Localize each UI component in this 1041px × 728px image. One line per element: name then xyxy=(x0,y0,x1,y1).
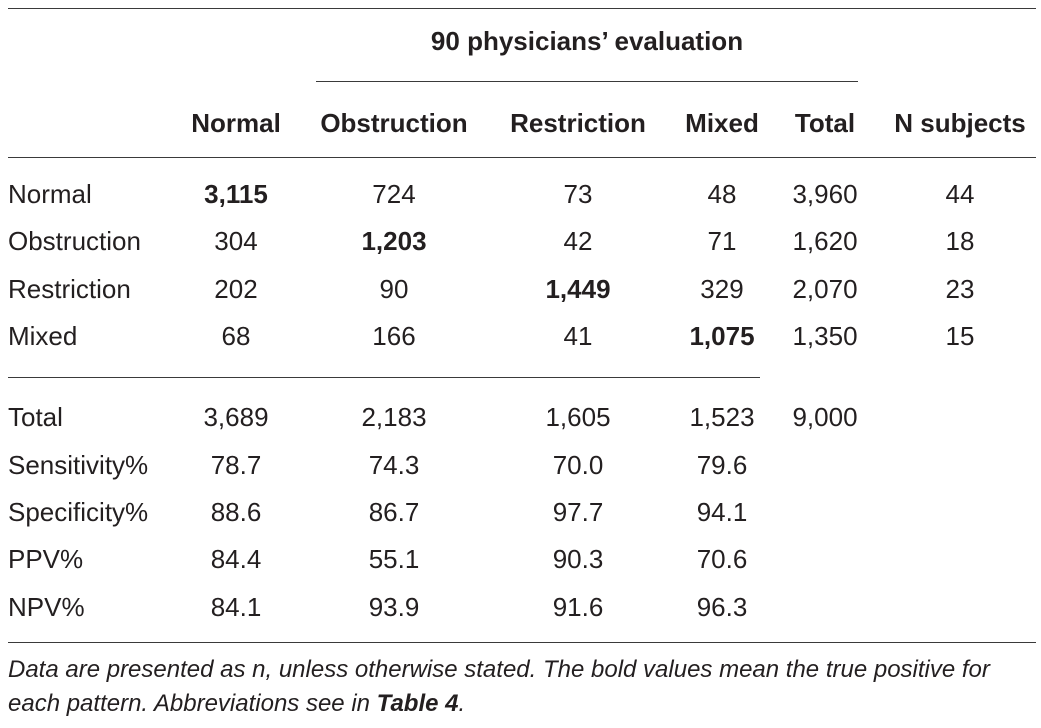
cell-value: 97.7 xyxy=(552,497,604,527)
cell-value: 23 xyxy=(945,274,975,304)
col-header-restriction: Restriction xyxy=(510,108,646,138)
table-footnote: Data are presented as n, unless otherwis… xyxy=(8,653,1038,721)
cell-value: 44 xyxy=(945,179,975,209)
cell-value: 1,605 xyxy=(545,402,611,432)
row-label-obstruction: Obstruction xyxy=(8,226,141,256)
cell-value: 724 xyxy=(372,179,416,209)
cell-value: 70.6 xyxy=(696,544,748,574)
row-label-sensitivity: Sensitivity% xyxy=(8,450,149,480)
footnote-text: Data are presented as n, unless otherwis… xyxy=(8,656,990,717)
group-header-rule xyxy=(316,81,858,82)
cell-value: 84.1 xyxy=(210,592,262,622)
cell-value: 90 xyxy=(379,274,409,304)
confusion-bottom-rule xyxy=(8,377,760,378)
cell-value: 202 xyxy=(214,274,258,304)
cell-value: 42 xyxy=(563,226,593,256)
cell-value: 78.7 xyxy=(210,450,262,480)
cell-value: 48 xyxy=(707,179,737,209)
cell-value: 2,070 xyxy=(792,274,858,304)
cell-value: 96.3 xyxy=(696,592,748,622)
cell-value: 329 xyxy=(700,274,744,304)
row-label-total: Total xyxy=(8,402,63,432)
cell-value: 304 xyxy=(214,226,258,256)
cell-value: 41 xyxy=(563,321,593,351)
cell-value: 84.4 xyxy=(210,544,262,574)
cell-value: 1,449 xyxy=(545,274,611,304)
cell-value: 71 xyxy=(707,226,737,256)
row-label-restriction: Restriction xyxy=(8,274,131,304)
top-rule xyxy=(8,8,1036,9)
cell-value: 166 xyxy=(372,321,416,351)
col-header-normal: Normal xyxy=(191,108,281,138)
footnote-end: . xyxy=(458,690,466,717)
col-header-n-subjects: N subjects xyxy=(894,108,1026,138)
group-header: 90 physicians’ evaluation xyxy=(430,26,744,56)
cell-value: 9,000 xyxy=(792,402,858,432)
cell-value: 1,350 xyxy=(792,321,858,351)
cell-value: 86.7 xyxy=(368,497,420,527)
row-label-npv: NPV% xyxy=(8,592,85,622)
cell-value: 74.3 xyxy=(368,450,420,480)
cell-value: 15 xyxy=(945,321,975,351)
col-header-mixed: Mixed xyxy=(685,108,759,138)
table-bottom-rule xyxy=(8,642,1036,643)
cell-value: 3,960 xyxy=(792,179,858,209)
cell-value: 1,523 xyxy=(689,402,755,432)
cell-value: 1,075 xyxy=(689,321,755,351)
row-label-ppv: PPV% xyxy=(8,544,84,574)
cell-value: 79.6 xyxy=(696,450,748,480)
table-reference-link[interactable]: Table 4 xyxy=(376,690,459,717)
row-label-specificity: Specificity% xyxy=(8,497,149,527)
col-header-total: Total xyxy=(794,108,856,138)
col-header-obstruction: Obstruction xyxy=(320,108,468,138)
cell-value: 3,115 xyxy=(204,179,268,209)
cell-value: 93.9 xyxy=(368,592,420,622)
cell-value: 70.0 xyxy=(552,450,604,480)
row-label-normal: Normal xyxy=(8,179,92,209)
cell-value: 3,689 xyxy=(203,402,269,432)
cell-value: 2,183 xyxy=(361,402,427,432)
cell-value: 90.3 xyxy=(552,544,604,574)
cell-value: 18 xyxy=(945,226,975,256)
cell-value: 55.1 xyxy=(368,544,420,574)
row-label-mixed: Mixed xyxy=(8,321,78,351)
cell-value: 68 xyxy=(221,321,251,351)
cell-value: 94.1 xyxy=(696,497,748,527)
cell-value: 73 xyxy=(563,179,593,209)
cell-value: 1,620 xyxy=(792,226,858,256)
header-bottom-rule xyxy=(8,157,1036,158)
cell-value: 91.6 xyxy=(552,592,604,622)
cell-value: 88.6 xyxy=(210,497,262,527)
cell-value: 1,203 xyxy=(361,226,427,256)
